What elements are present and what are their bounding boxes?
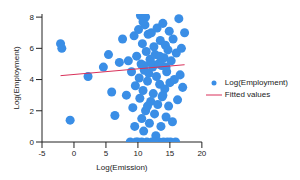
html-text:Log(Employment): Log(Employment) [224, 78, 288, 87]
svg-text:0: 0 [72, 149, 77, 158]
svg-text:8: 8 [30, 13, 35, 22]
svg-text:-5: -5 [38, 149, 46, 158]
svg-text:Log(Emission): Log(Emission) [96, 163, 147, 172]
svg-text:15: 15 [165, 149, 174, 158]
svg-text:0: 0 [30, 138, 35, 147]
svg-text:5: 5 [104, 149, 109, 158]
svg-text:4: 4 [30, 75, 35, 84]
svg-text:2: 2 [30, 107, 35, 116]
svg-text:Log(Employment): Log(Employment) [12, 46, 21, 109]
svg-text:10: 10 [133, 149, 142, 158]
svg-text:20: 20 [197, 149, 206, 158]
html-text:Fitted values: Fitted values [224, 90, 271, 99]
svg-text:6: 6 [30, 44, 35, 53]
